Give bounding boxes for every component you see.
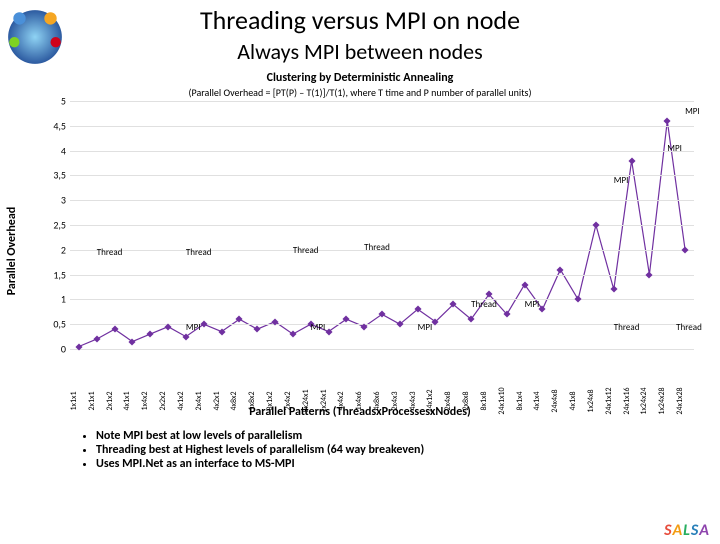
x-tick: 1x8x2 [247,391,257,410]
x-tick: 1x4x6 [354,391,364,410]
chart-annotation: Thread [293,245,319,256]
x-tick: 1x24x28 [657,387,667,414]
slide-logo [4,6,66,68]
x-tick: 8x24x1 [301,389,311,412]
y-tick: 4 [42,144,66,157]
y-tick: 5 [42,95,66,108]
x-tick: 24x4x8 [550,389,560,412]
x-tick: 1x4x2 [140,391,150,410]
y-tick: 1 [42,293,66,306]
x-tick: 24x1x10 [497,387,507,414]
x-tick: 24x1x28 [675,387,685,414]
y-tick: 2,5 [42,219,66,232]
chart-annotation: MPI [685,106,700,117]
chart-annotation: Thread [614,322,640,333]
x-tick: 2x4x2 [283,391,293,410]
chart-annotation: Thread [471,299,497,310]
x-tick: 4x1x2 [176,391,186,410]
x-tick: 1x24x8 [586,389,596,412]
x-tick: 4x2x1 [212,391,222,410]
x-tick: 1x24x1 [319,389,329,412]
x-tick-labels: 1x1x12x1x12x1x24x1x11x4x22x2x24x1x22x4x1… [70,351,694,401]
slide-title: Threading versus MPI on node [0,4,720,36]
footer-letter: A [699,521,710,540]
chart-annotation: MPI [614,175,629,186]
chart-annotation: MPI [667,143,682,154]
x-tick: 2x1x1 [87,391,97,410]
footer-brand: SALSA [664,521,710,540]
y-axis-label: Parallel Overhead [5,207,19,295]
x-tick: 1x24x24 [639,387,649,414]
y-tick: 1,5 [42,268,66,281]
chart-title: Clustering by Deterministic Annealing [0,71,720,85]
x-tick: 24x1x12 [604,387,614,414]
bullet-item: Threading best at Highest levels of para… [96,443,640,457]
x-tick: 2x1x2 [105,391,115,410]
x-tick: 8x1x2 [265,391,275,410]
chart-annotation: Thread [364,242,390,253]
x-tick: 4x8x2 [229,391,239,410]
chart-annotation: MPI [418,322,433,333]
chart-area: Parallel Overhead 00,511,522,533,544,55T… [20,101,700,401]
y-tick: 2 [42,243,66,256]
x-tick: 4x1x1 [122,391,132,410]
x-tick: 2x4x1 [194,391,204,410]
chart-annotation: Thread [676,322,702,333]
x-tick: 2x8x8 [461,391,471,410]
y-tick: 3,5 [42,169,66,182]
chart-annotation: Thread [97,247,123,258]
y-tick: 0,5 [42,318,66,331]
chart-annotation: MPI [186,322,201,333]
y-tick: 4,5 [42,119,66,132]
plot-area: 00,511,522,533,544,55ThreadThreadThreadT… [70,101,694,349]
x-tick: 2x2x2 [158,391,168,410]
y-tick: 3 [42,194,66,207]
bullet-item: Uses MPI.Net as an interface to MS-MPI [96,457,640,471]
x-tick: 1x1x1 [69,391,79,410]
x-tick: 4x4x2 [336,391,346,410]
bullet-item: Note MPI best at low levels of paralleli… [96,429,640,443]
x-tick: 8x1x8 [479,391,489,410]
chart-annotation: Thread [186,247,212,258]
chart-annotation: MPI [525,299,540,310]
chart-annotation: MPI [311,322,326,333]
slide-subtitle: Always MPI between nodes [0,38,720,65]
x-tick: 2x4x3 [390,391,400,410]
x-tick: 4x1x8 [568,391,578,410]
x-tick: 24x1x16 [622,387,632,414]
x-tick: 24x1x2 [425,389,435,412]
y-tick: 0 [42,343,66,356]
chart-subtitle: (Parallel Overhead = [PT(P) – T(1)]/T(1)… [0,86,720,99]
x-tick: 4x8x6 [372,391,382,410]
x-tick: 4x1x4 [532,391,542,410]
footer-letter: A [672,521,683,540]
x-tick: 4x4x3 [408,391,418,410]
x-tick: 8x1x4 [515,391,525,410]
x-tick: 2x4x8 [443,391,453,410]
bullet-list: Note MPI best at low levels of paralleli… [80,429,640,471]
footer-letter: L [683,521,691,540]
